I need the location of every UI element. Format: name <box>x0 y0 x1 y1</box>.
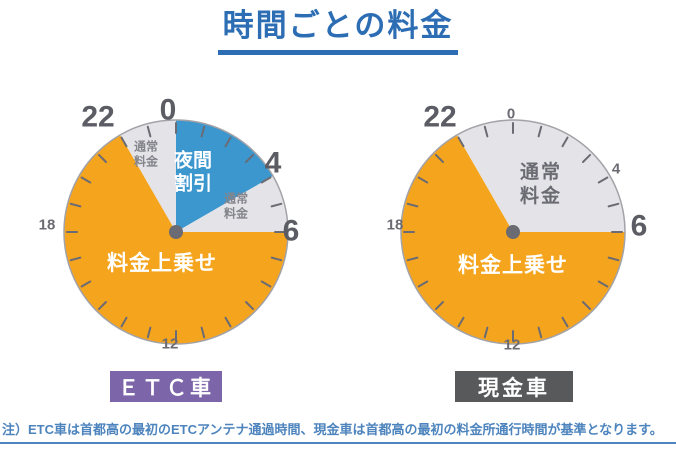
hour-tick <box>607 256 620 262</box>
hour-tick <box>97 301 107 311</box>
hour-tick <box>561 136 569 148</box>
hour-tick <box>260 176 272 184</box>
pie-sector <box>401 135 625 345</box>
hour-tick <box>417 176 429 184</box>
hour-tick <box>224 316 232 328</box>
hour-label: 6 <box>283 215 300 248</box>
hour-label: 22 <box>423 101 456 134</box>
page-title: 時間ごとの料金 <box>217 8 459 55</box>
hour-tick <box>260 280 272 288</box>
hour-tick <box>417 280 429 288</box>
cash-badge: 現金車 <box>455 371 573 402</box>
title-bar: 時間ごとの料金 <box>0 0 676 55</box>
hour-tick <box>200 125 206 138</box>
hour-tick <box>582 153 592 163</box>
etc-badge-label: ＥＴＣ車 <box>118 376 214 400</box>
hour-tick <box>537 326 543 339</box>
pie-sector <box>457 120 625 232</box>
hour-tick <box>245 153 255 163</box>
hour-tick <box>597 176 609 184</box>
sector-label: 夜間割引 <box>173 148 212 194</box>
hour-tick <box>537 125 543 138</box>
hour-tick <box>483 326 489 339</box>
hour-tick <box>80 176 92 184</box>
sector-label: 料金上乗せ <box>107 251 217 275</box>
hour-tick <box>146 326 152 339</box>
hour-tick <box>561 316 569 328</box>
hour-tick <box>245 301 255 311</box>
center-dot <box>506 225 520 239</box>
pie-sector <box>64 135 288 345</box>
cash-badge-label: 現金車 <box>478 376 550 400</box>
hour-label: 22 <box>81 101 114 134</box>
hour-tick <box>457 316 465 328</box>
hour-tick <box>200 326 206 339</box>
hour-tick <box>69 202 82 208</box>
sector-label: 通常料金 <box>224 191 249 221</box>
hour-tick <box>597 280 609 288</box>
hour-tick <box>406 256 419 262</box>
sector-label: 通常料金 <box>520 160 562 207</box>
clock-rim <box>400 119 626 345</box>
pie-sector <box>176 176 288 232</box>
hour-label: 18 <box>39 217 56 234</box>
hour-label: 12 <box>504 337 521 354</box>
hour-label: 12 <box>162 336 179 353</box>
etc-badge: ＥＴＣ車 <box>110 371 222 402</box>
hour-tick <box>483 125 489 138</box>
hour-tick <box>457 136 465 148</box>
hour-tick <box>120 316 128 328</box>
hour-tick <box>146 125 152 138</box>
hour-label: 4 <box>265 147 282 180</box>
pie-sector <box>176 120 273 232</box>
hour-label: 18 <box>387 217 404 234</box>
hour-tick <box>270 256 283 262</box>
hour-label: 0 <box>160 94 177 127</box>
clock-rim <box>63 119 289 345</box>
pie-sector <box>120 120 176 232</box>
hour-tick <box>224 136 232 148</box>
center-dot <box>169 225 183 239</box>
hour-tick <box>120 136 128 148</box>
hour-label: 4 <box>612 161 621 178</box>
hour-tick <box>97 153 107 163</box>
hour-tick <box>434 153 444 163</box>
hour-tick <box>270 202 283 208</box>
hour-tick <box>69 256 82 262</box>
hour-tick <box>434 301 444 311</box>
etc-clock-chart: 通常料金 夜間割引 通常料金料金上乗せ 0 4 6 12 18 22 <box>26 82 326 382</box>
hour-tick <box>582 301 592 311</box>
hour-tick <box>80 280 92 288</box>
sector-label: 料金上乗せ <box>458 253 568 277</box>
cash-clock-chart: 通常料金料金上乗せ 0 4 6 12 18 22 <box>363 82 663 382</box>
hour-label: 6 <box>631 210 648 243</box>
hour-label: 0 <box>507 106 515 123</box>
sector-label: 通常料金 <box>134 139 159 169</box>
footnote: 注）ETC車は首都高の最初のETCアンテナ通過時間、現金車は首都高の最初の料金所… <box>0 419 676 444</box>
hour-tick <box>607 202 620 208</box>
hour-tick <box>406 202 419 208</box>
